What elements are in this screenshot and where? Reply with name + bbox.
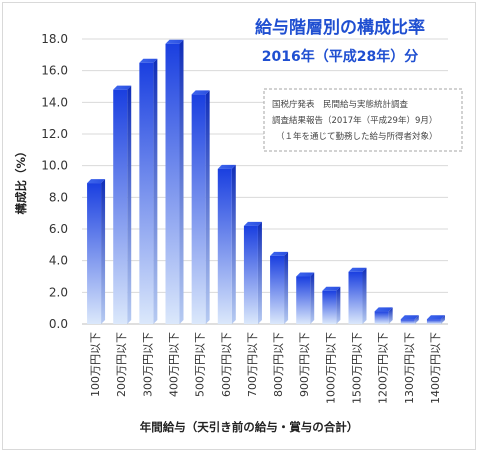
bar xyxy=(400,315,419,324)
y-tick-label: 2.0 xyxy=(49,285,68,299)
bar-top xyxy=(87,179,106,184)
bar xyxy=(374,307,393,324)
x-axis-categories: 100万円以下 200万円以下 300万円以下 400万円以下 500万円以下 600万円… xyxy=(89,332,442,404)
x-category-label: 300万円以下 xyxy=(141,332,154,397)
y-tick-label: 12.0 xyxy=(41,127,68,141)
bar-side xyxy=(440,315,445,324)
bar xyxy=(348,267,367,324)
bar-top xyxy=(191,90,210,95)
bar xyxy=(296,272,315,324)
y-tick-label: 10.0 xyxy=(41,159,68,173)
bar xyxy=(322,286,341,324)
x-category-label: 1000万円以下 xyxy=(324,332,337,404)
bar-face xyxy=(113,89,128,325)
bar-top xyxy=(270,251,289,256)
bar-face xyxy=(400,319,415,324)
x-category-label: 500万円以下 xyxy=(194,332,207,397)
bar-top xyxy=(348,267,367,272)
source-note-line-2: 調査結果報告（2017年（平成29年）9月） xyxy=(272,115,437,126)
bar-top xyxy=(139,58,158,63)
y-axis-label: 構成比（%） xyxy=(14,145,28,214)
bar-side xyxy=(205,90,210,325)
x-category-label: 1300万円以下 xyxy=(403,332,416,404)
x-axis-label: 年間給与（天引き前の給与・賞与の合計） xyxy=(140,420,359,434)
chart-title: 給与階層別の構成比率 xyxy=(255,17,425,38)
bar xyxy=(87,179,106,324)
y-tick-label: 4.0 xyxy=(49,254,68,268)
bar xyxy=(139,58,158,324)
bar-face xyxy=(348,271,363,324)
bar-face xyxy=(191,94,206,325)
source-note-line-3: （１年を通じて勤務した給与所得者対象） xyxy=(276,131,438,142)
x-category-label: 900万円以下 xyxy=(298,332,311,397)
x-category-label: 1200万円以下 xyxy=(377,332,390,404)
y-axis-ticks: 0.0 2.0 4.0 6.0 8.0 10.0 12.0 14.0 16.0 18.0 xyxy=(41,32,68,331)
bar-side xyxy=(284,251,289,324)
bar-face xyxy=(87,183,102,324)
bar xyxy=(426,315,445,324)
bar-face xyxy=(270,255,285,324)
bar-top xyxy=(165,39,184,44)
bar-top xyxy=(217,164,236,169)
bar-face xyxy=(296,276,311,324)
x-category-label: 800万円以下 xyxy=(272,332,285,397)
chart-subtitle: 2016年（平成28年）分 xyxy=(262,48,418,65)
bar-face xyxy=(217,168,232,324)
bar xyxy=(113,85,132,325)
bar-top xyxy=(374,307,393,312)
bar-face xyxy=(322,290,337,324)
bar-top xyxy=(322,286,341,291)
bar-side xyxy=(388,307,393,324)
bar-side xyxy=(179,39,184,324)
y-tick-label: 16.0 xyxy=(41,64,68,78)
bar xyxy=(270,251,289,324)
bar xyxy=(243,221,262,324)
bar-face xyxy=(165,43,180,324)
bar-side xyxy=(414,315,419,324)
source-note-line-1: 国税庁発表 民間給与実態統計調査 xyxy=(272,99,409,110)
x-category-label: 700万円以下 xyxy=(246,332,259,397)
bar-top xyxy=(296,272,315,277)
bar-side xyxy=(231,164,236,324)
x-category-label: 100万円以下 xyxy=(89,332,102,397)
x-category-label: 1400万円以下 xyxy=(429,332,442,404)
y-tick-label: 8.0 xyxy=(49,190,68,204)
bar-side xyxy=(153,58,158,324)
bar xyxy=(217,164,236,324)
bar-side xyxy=(127,85,132,325)
chart-frame xyxy=(2,2,476,450)
y-tick-label: 0.0 xyxy=(49,317,68,331)
bar-side xyxy=(362,267,367,324)
bar-side xyxy=(101,179,106,324)
bar-top xyxy=(400,315,419,320)
x-category-label: 200万円以下 xyxy=(115,332,128,397)
bar-top xyxy=(113,85,132,90)
bar-side xyxy=(257,221,262,324)
bar-top xyxy=(243,221,262,226)
bar xyxy=(165,39,184,324)
bar-face xyxy=(426,319,441,324)
y-tick-label: 18.0 xyxy=(41,32,68,46)
bars xyxy=(87,39,445,325)
bar-side xyxy=(310,272,315,324)
bar xyxy=(191,90,210,325)
bar-side xyxy=(336,286,341,324)
y-tick-label: 6.0 xyxy=(49,222,68,236)
bar-top xyxy=(426,315,445,320)
grid-lines xyxy=(82,38,448,325)
x-category-label: 600万円以下 xyxy=(220,332,233,397)
y-tick-label: 14.0 xyxy=(41,95,68,109)
bar-face xyxy=(374,311,389,324)
source-note: 国税庁発表 民間給与実態統計調査 調査結果報告（2017年（平成29年）9月） … xyxy=(263,88,463,152)
bar-face xyxy=(139,62,154,324)
source-note-box xyxy=(263,88,463,152)
x-category-label: 400万円以下 xyxy=(168,332,181,397)
x-category-label: 1500万円以下 xyxy=(351,332,364,404)
bar-face xyxy=(243,225,258,324)
